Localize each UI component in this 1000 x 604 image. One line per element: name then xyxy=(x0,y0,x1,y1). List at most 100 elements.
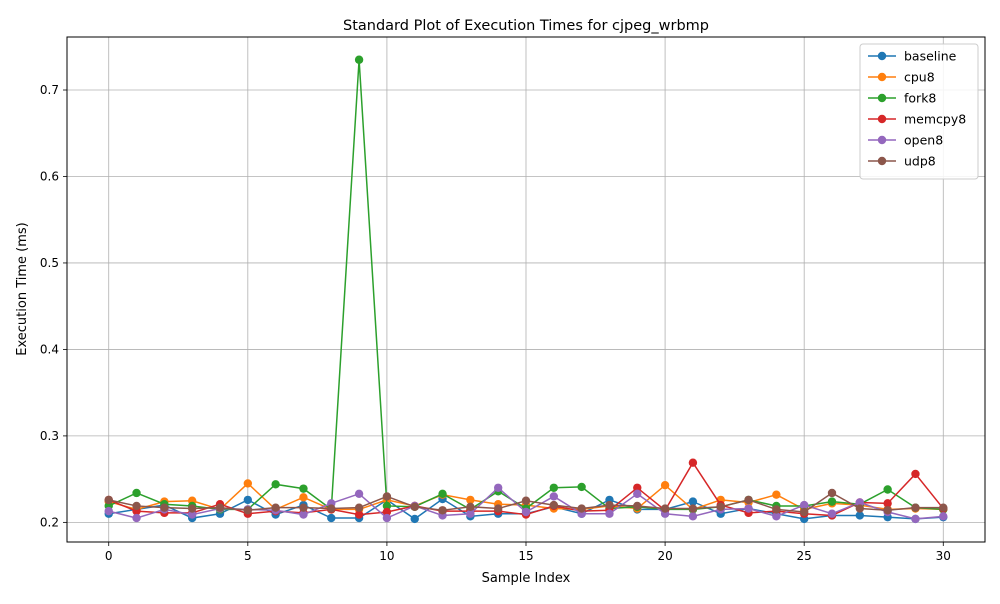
data-point-fork8 xyxy=(132,488,141,498)
data-point-open8 xyxy=(187,510,197,519)
data-point-baseline xyxy=(688,497,698,506)
y-tick-label: 0.7 xyxy=(40,83,59,97)
legend-label: open8 xyxy=(904,133,943,148)
data-point-cpu8 xyxy=(466,495,475,505)
data-point-baseline xyxy=(243,495,253,505)
legend-item-memcpy8: memcpy8 xyxy=(868,112,966,127)
data-point-fork8 xyxy=(382,501,392,511)
data-point-open8 xyxy=(521,507,531,517)
data-point-memcpy8 xyxy=(382,507,392,517)
data-point-udp8 xyxy=(716,502,725,512)
data-point-udp8 xyxy=(104,495,113,505)
data-point-memcpy8 xyxy=(633,483,642,492)
data-point-udp8 xyxy=(772,505,781,514)
legend-label: udp8 xyxy=(904,154,936,169)
data-point-memcpy8 xyxy=(688,458,698,467)
data-point-udp8 xyxy=(688,504,698,513)
data-point-open8 xyxy=(549,492,559,501)
data-point-udp8 xyxy=(243,506,253,515)
data-point-fork8 xyxy=(577,482,586,492)
data-point-fork8 xyxy=(354,55,364,64)
data-point-udp8 xyxy=(438,506,447,515)
legend-label: memcpy8 xyxy=(904,112,966,127)
x-tick-label: 0 xyxy=(105,549,113,563)
data-point-open8 xyxy=(688,512,698,521)
legend-label: baseline xyxy=(904,49,957,64)
x-axis-label: Sample Index xyxy=(482,571,571,586)
x-tick-label: 10 xyxy=(379,549,394,563)
data-point-udp8 xyxy=(410,502,419,512)
grid xyxy=(67,37,985,542)
data-point-open8 xyxy=(466,509,475,518)
axis-ticks: 0 5 10 15 20 25 30 0.2 0.3 0.4 0.5 0.6 0.7 xyxy=(40,83,951,563)
legend-label: cpu8 xyxy=(904,70,935,85)
data-point-baseline xyxy=(327,513,336,523)
x-tick-label: 25 xyxy=(797,549,812,563)
data-point-udp8 xyxy=(855,504,865,513)
data-point-udp8 xyxy=(911,503,920,512)
data-point-memcpy8 xyxy=(354,510,364,519)
data-point-udp8 xyxy=(271,503,280,512)
data-point-udp8 xyxy=(577,504,586,513)
data-point-fork8 xyxy=(549,483,559,492)
data-point-udp8 xyxy=(799,507,809,517)
data-point-open8 xyxy=(744,504,753,513)
x-tick-label: 30 xyxy=(936,549,951,563)
data-point-open8 xyxy=(132,513,141,523)
data-point-udp8 xyxy=(827,488,837,498)
data-point-open8 xyxy=(493,483,503,492)
data-point-udp8 xyxy=(354,503,364,512)
data-point-open8 xyxy=(827,509,837,518)
data-point-udp8 xyxy=(660,504,670,513)
data-point-open8 xyxy=(633,489,642,499)
x-tick-label: 15 xyxy=(518,549,533,563)
data-point-baseline xyxy=(855,511,865,520)
data-point-udp8 xyxy=(187,504,197,513)
data-point-memcpy8 xyxy=(883,499,892,508)
data-point-udp8 xyxy=(299,503,308,512)
y-tick-label: 0.2 xyxy=(40,515,59,529)
legend-marker xyxy=(877,156,887,166)
data-point-cpu8 xyxy=(772,490,781,499)
data-point-udp8 xyxy=(633,501,642,511)
x-tick-label: 20 xyxy=(657,549,672,563)
legend-item-udp8: udp8 xyxy=(868,154,936,169)
legend-marker xyxy=(877,93,887,103)
data-point-open8 xyxy=(299,510,308,519)
data-point-fork8 xyxy=(438,489,447,499)
data-point-udp8 xyxy=(744,495,753,505)
data-point-udp8 xyxy=(215,503,225,512)
x-tick-label: 5 xyxy=(244,549,252,563)
data-point-open8 xyxy=(911,514,920,524)
legend-item-fork8: fork8 xyxy=(868,91,936,106)
data-point-memcpy8 xyxy=(911,469,920,479)
data-point-baseline xyxy=(410,514,419,524)
data-point-fork8 xyxy=(271,480,280,489)
data-point-fork8 xyxy=(827,497,837,506)
legend-item-cpu8: cpu8 xyxy=(868,70,935,85)
legend-item-open8: open8 xyxy=(868,133,943,148)
legend-marker xyxy=(877,51,887,61)
data-point-udp8 xyxy=(939,503,948,512)
legend-marker xyxy=(877,135,887,145)
data-point-open8 xyxy=(605,509,614,518)
data-point-cpu8 xyxy=(660,480,670,490)
data-point-udp8 xyxy=(493,504,503,513)
data-point-udp8 xyxy=(132,501,141,511)
data-point-open8 xyxy=(354,489,364,499)
y-tick-label: 0.4 xyxy=(40,342,59,356)
y-axis-label: Execution Time (ms) xyxy=(15,222,30,355)
legend-marker xyxy=(877,72,887,82)
data-point-open8 xyxy=(772,512,781,521)
data-point-udp8 xyxy=(160,503,169,512)
data-point-fork8 xyxy=(883,485,892,494)
data-point-udp8 xyxy=(327,504,336,513)
data-point-open8 xyxy=(939,512,948,521)
data-point-udp8 xyxy=(466,502,475,512)
legend-label: fork8 xyxy=(904,91,936,106)
data-point-open8 xyxy=(382,513,392,523)
y-tick-label: 0.3 xyxy=(40,429,59,443)
data-point-udp8 xyxy=(883,506,892,515)
y-tick-label: 0.6 xyxy=(40,169,59,183)
